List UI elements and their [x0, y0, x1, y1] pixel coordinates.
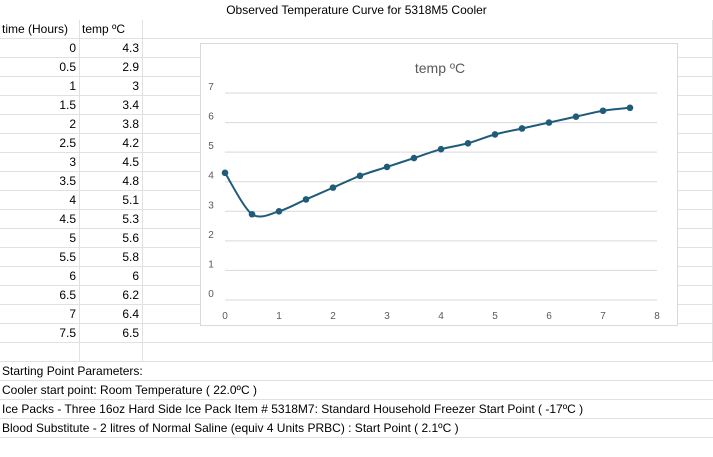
- temp-cell[interactable]: 3: [80, 77, 143, 96]
- y-tick-label: 3: [208, 200, 214, 211]
- time-cell[interactable]: 0: [0, 39, 80, 58]
- data-point: [275, 207, 283, 215]
- chart-title: temp ºC: [415, 60, 465, 76]
- x-tick-label: 2: [330, 311, 336, 322]
- x-axis-ticks: 0 1 2 3 4 5 6 7 8: [222, 311, 660, 322]
- data-point: [383, 163, 391, 171]
- note-cell[interactable]: Starting Point Parameters:: [0, 362, 713, 381]
- data-point: [518, 125, 526, 132]
- y-tick-label: 4: [208, 171, 214, 182]
- note-row: Starting Point Parameters:: [0, 362, 713, 381]
- temp-cell[interactable]: 6.5: [80, 324, 143, 343]
- data-point: [545, 119, 553, 126]
- x-tick-label: 0: [222, 311, 228, 322]
- x-tick-label: 1: [276, 311, 282, 322]
- y-axis-ticks: 0 1 2 3 4 5 6 7: [208, 82, 214, 300]
- time-cell[interactable]: 2: [0, 115, 80, 134]
- temp-cell[interactable]: 4.8: [80, 172, 143, 191]
- time-cell[interactable]: 6.5: [0, 286, 80, 305]
- time-cell[interactable]: 3: [0, 153, 80, 172]
- data-point: [572, 113, 580, 120]
- y-tick-label: 0: [208, 289, 214, 300]
- y-tick-label: 6: [208, 112, 214, 123]
- temperature-chart[interactable]: temp ºC 0 1 2 3 4 5 6 7 0 1 2 3 4 5 6 7 8: [200, 43, 678, 326]
- data-point: [626, 104, 634, 112]
- time-cell[interactable]: 0.5: [0, 58, 80, 77]
- table-row: [0, 343, 713, 362]
- time-cell[interactable]: 7: [0, 305, 80, 324]
- note-cell[interactable]: Cooler start point: Room Temperature ( 2…: [0, 381, 713, 400]
- note-cell[interactable]: Blood Substitute - 2 litres of Normal Sa…: [0, 419, 713, 438]
- chart-gridlines: [225, 92, 657, 301]
- time-cell[interactable]: 5.5: [0, 248, 80, 267]
- temp-cell[interactable]: 5.1: [80, 191, 143, 210]
- header-row: time (Hours) temp ºC: [0, 20, 713, 39]
- x-tick-label: 7: [600, 311, 606, 322]
- x-tick-label: 6: [546, 311, 552, 322]
- header-temp[interactable]: temp ºC: [80, 20, 143, 39]
- note-row: Ice Packs - Three 16oz Hard Side Ice Pac…: [0, 400, 713, 419]
- empty-cell[interactable]: [143, 20, 713, 39]
- time-cell[interactable]: 1: [0, 77, 80, 96]
- x-tick-label: 8: [654, 311, 660, 322]
- data-point: [437, 145, 445, 153]
- temp-cell[interactable]: 6.2: [80, 286, 143, 305]
- time-cell[interactable]: 3.5: [0, 172, 80, 191]
- temp-cell[interactable]: 3.8: [80, 115, 143, 134]
- empty-cell[interactable]: [0, 343, 80, 362]
- note-row: Blood Substitute - 2 litres of Normal Sa…: [0, 419, 713, 438]
- chart-svg: temp ºC 0 1 2 3 4 5 6 7 0 1 2 3 4 5 6 7 8: [208, 60, 660, 322]
- temp-cell[interactable]: 6: [80, 267, 143, 286]
- y-tick-label: 7: [208, 82, 214, 93]
- data-point: [302, 196, 310, 203]
- data-point: [329, 184, 337, 191]
- note-row: Cooler start point: Room Temperature ( 2…: [0, 381, 713, 400]
- empty-cell[interactable]: [80, 343, 143, 362]
- y-tick-label: 2: [208, 230, 214, 241]
- temp-cell[interactable]: 5.3: [80, 210, 143, 229]
- time-cell[interactable]: 1.5: [0, 96, 80, 115]
- time-cell[interactable]: 4.5: [0, 210, 80, 229]
- time-cell[interactable]: 7.5: [0, 324, 80, 343]
- data-point: [248, 210, 256, 218]
- time-cell[interactable]: 5: [0, 229, 80, 248]
- data-point: [221, 169, 229, 177]
- time-cell[interactable]: 6: [0, 267, 80, 286]
- data-point: [599, 107, 607, 115]
- y-tick-label: 1: [208, 259, 214, 270]
- x-tick-label: 5: [492, 311, 498, 322]
- temp-cell[interactable]: 3.4: [80, 96, 143, 115]
- temp-cell[interactable]: 5.6: [80, 229, 143, 248]
- x-tick-label: 3: [384, 311, 390, 322]
- header-time[interactable]: time (Hours): [0, 20, 80, 39]
- x-tick-label: 4: [438, 311, 444, 322]
- temp-cell[interactable]: 2.9: [80, 58, 143, 77]
- data-point: [491, 131, 499, 138]
- temp-cell[interactable]: 4.3: [80, 39, 143, 58]
- data-point: [464, 139, 472, 147]
- y-tick-label: 5: [208, 141, 214, 152]
- temp-cell[interactable]: 4.5: [80, 153, 143, 172]
- data-point: [356, 172, 364, 180]
- time-cell[interactable]: 4: [0, 191, 80, 210]
- series-markers: [221, 104, 634, 218]
- empty-cell[interactable]: [143, 343, 713, 362]
- data-point: [410, 154, 418, 162]
- temp-cell[interactable]: 4.2: [80, 134, 143, 153]
- note-cell[interactable]: Ice Packs - Three 16oz Hard Side Ice Pac…: [0, 400, 713, 419]
- time-cell[interactable]: 2.5: [0, 134, 80, 153]
- series-line: [224, 106, 631, 218]
- temp-cell[interactable]: 5.8: [80, 248, 143, 267]
- sheet-title: Observed Temperature Curve for 5318M5 Co…: [226, 3, 487, 17]
- temp-cell[interactable]: 6.4: [80, 305, 143, 324]
